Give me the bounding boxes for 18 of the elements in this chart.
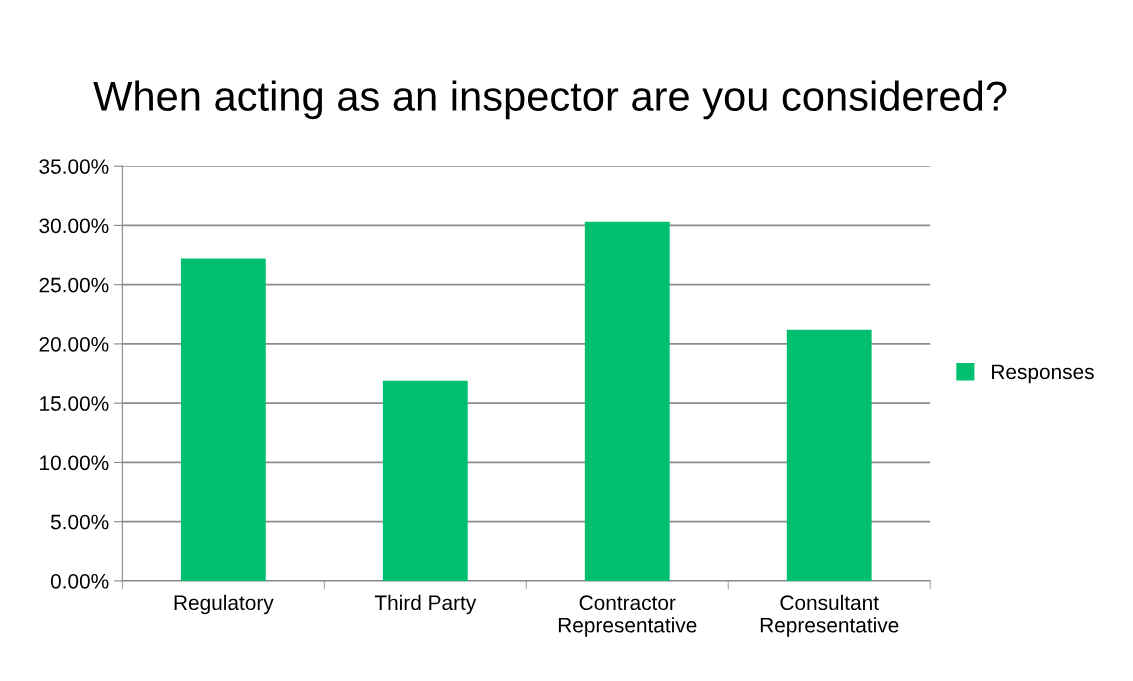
- chart-title: When acting as an inspector are you considered?: [93, 80, 1007, 120]
- y-tick-label: 35.00%: [39, 159, 109, 174]
- x-tick-label: Third Party: [374, 594, 477, 615]
- x-tick-label: Regulatory: [174, 594, 274, 615]
- y-tick-label: 30.00%: [39, 218, 109, 234]
- bar: [180, 258, 266, 581]
- y-tick-label: 25.00%: [39, 277, 109, 293]
- x-tick-label: Consultant Representative: [760, 594, 899, 637]
- y-tick-label: 10.00%: [40, 455, 109, 471]
- y-tick-label: 15.00%: [40, 396, 109, 411]
- y-tick-label: 5.00%: [50, 514, 109, 530]
- y-tick-label: 20.00%: [39, 336, 109, 352]
- bar: [584, 221, 670, 581]
- x-tick-label: Contractor Representative: [558, 595, 697, 637]
- legend-label: Responses: [992, 364, 1094, 384]
- y-tick-label: 0.00%: [50, 573, 109, 589]
- bar: [382, 380, 468, 581]
- bar: [786, 329, 872, 581]
